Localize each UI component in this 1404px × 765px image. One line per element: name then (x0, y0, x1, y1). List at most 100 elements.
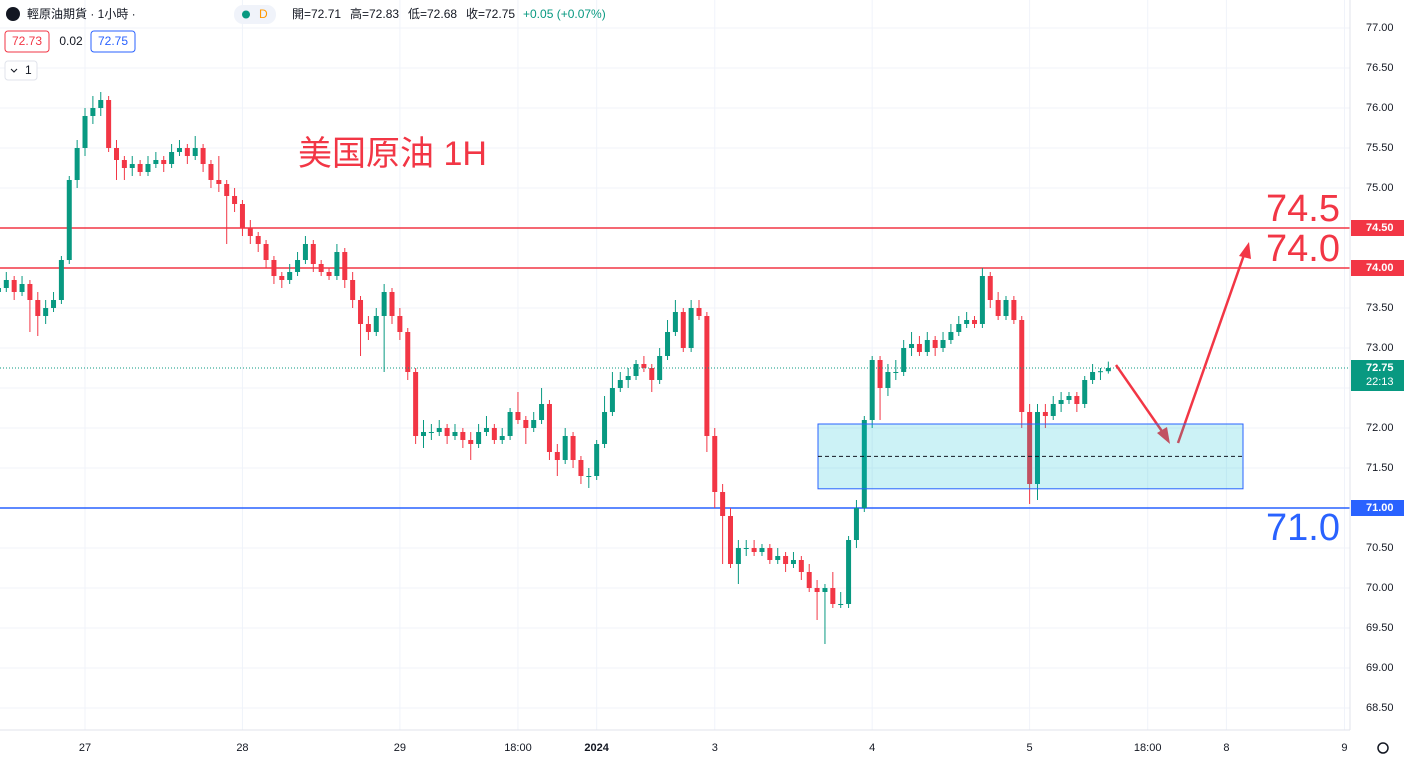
y-tick-label: 72.00 (1366, 422, 1394, 434)
candle-body (932, 340, 938, 348)
candle-body (539, 404, 545, 420)
candle-body (751, 548, 757, 552)
candle-body (767, 548, 773, 560)
candle-body (271, 260, 277, 276)
candle-body (727, 516, 733, 564)
y-tick-label: 69.00 (1366, 662, 1394, 674)
candle-body (326, 272, 332, 276)
badge: D (259, 7, 268, 21)
x-tick-label: 29 (394, 742, 406, 754)
level-tag-label: 71.00 (1366, 502, 1394, 514)
candle-body (759, 548, 765, 552)
price-tag (1351, 360, 1404, 391)
candle-body (452, 432, 458, 436)
candle-body (838, 604, 844, 605)
candle-body (444, 428, 450, 436)
candle-body (98, 100, 104, 108)
candle-body (428, 432, 434, 433)
y-tick-label: 70.00 (1366, 582, 1394, 594)
candle-body (1042, 412, 1048, 416)
ask-box[interactable] (90, 30, 136, 53)
candle-body (153, 160, 159, 164)
y-tick-label: 77.00 (1366, 22, 1394, 34)
candle-body (192, 148, 198, 156)
candle-body (302, 244, 308, 260)
candle-body (19, 284, 25, 292)
candle-body (224, 184, 230, 196)
candle-body (948, 332, 954, 340)
candle-body (916, 344, 922, 352)
candle-body (27, 284, 33, 300)
candle-body (909, 344, 915, 348)
candle-body (1027, 412, 1033, 484)
y-tick-label: 69.50 (1366, 622, 1394, 634)
candle-body (106, 100, 112, 148)
candle-body (987, 276, 993, 300)
badge-bg (234, 5, 276, 24)
arrowhead (1239, 242, 1251, 259)
status-dot (242, 10, 250, 19)
candle-body (397, 316, 403, 332)
candle-body (11, 280, 17, 292)
candle-body (263, 244, 269, 260)
y-tick-label: 76.00 (1366, 102, 1394, 114)
candle-body (798, 560, 804, 572)
x-tick-label: 8 (1223, 742, 1229, 754)
candle-body (476, 432, 482, 444)
candle-body (90, 108, 96, 116)
candle-body (546, 404, 552, 452)
candle-body (861, 420, 867, 508)
candle-body (523, 420, 529, 428)
candle-body (468, 440, 474, 444)
candle-body (1050, 404, 1056, 416)
candle-body (625, 376, 631, 380)
y-tick-label: 75.00 (1366, 182, 1394, 194)
candle-body (1074, 396, 1080, 404)
candle-body (822, 588, 828, 592)
candle-body (82, 116, 88, 148)
settings-icon[interactable] (1377, 742, 1389, 754)
layers-toggle[interactable] (4, 60, 38, 81)
candle-body (995, 300, 1001, 316)
candle-body (830, 588, 836, 604)
candle-body (0, 288, 1, 292)
candle-body (66, 180, 72, 260)
candle-body (1034, 412, 1040, 484)
candle-body (1082, 380, 1088, 404)
candle-body (137, 164, 143, 172)
level-tag (1351, 500, 1404, 516)
candle-body (578, 460, 584, 476)
candle-body (287, 272, 293, 280)
plot (0, 92, 1350, 644)
candle-body (594, 444, 600, 476)
candle-body (1090, 372, 1096, 380)
y-tick-label: 73.00 (1366, 342, 1394, 354)
chevron (10, 68, 18, 73)
candle-body (885, 372, 891, 388)
candle-body (806, 572, 812, 588)
candle-body (381, 292, 387, 316)
level-tag-label: 74.00 (1366, 262, 1394, 274)
layers: 1 (25, 63, 32, 77)
candle-body (680, 312, 686, 348)
candle-body (184, 148, 190, 156)
x-tick-label: 28 (236, 742, 248, 754)
candle-body (318, 264, 324, 272)
y-tick-label: 73.50 (1366, 302, 1394, 314)
candle-body (145, 164, 151, 172)
bid-box[interactable] (4, 30, 50, 53)
level-tag (1351, 220, 1404, 236)
candle-body (869, 360, 875, 420)
arrow-up (1176, 251, 1247, 444)
candle-body (255, 236, 261, 244)
candle-body (129, 164, 135, 168)
candle-body (940, 340, 946, 348)
candle-body (609, 388, 615, 412)
candle-body (602, 412, 608, 444)
candle-body (373, 316, 379, 332)
candle-body (1097, 371, 1103, 373)
candle-body (641, 364, 647, 368)
level-note: 74.0 (1266, 228, 1340, 270)
